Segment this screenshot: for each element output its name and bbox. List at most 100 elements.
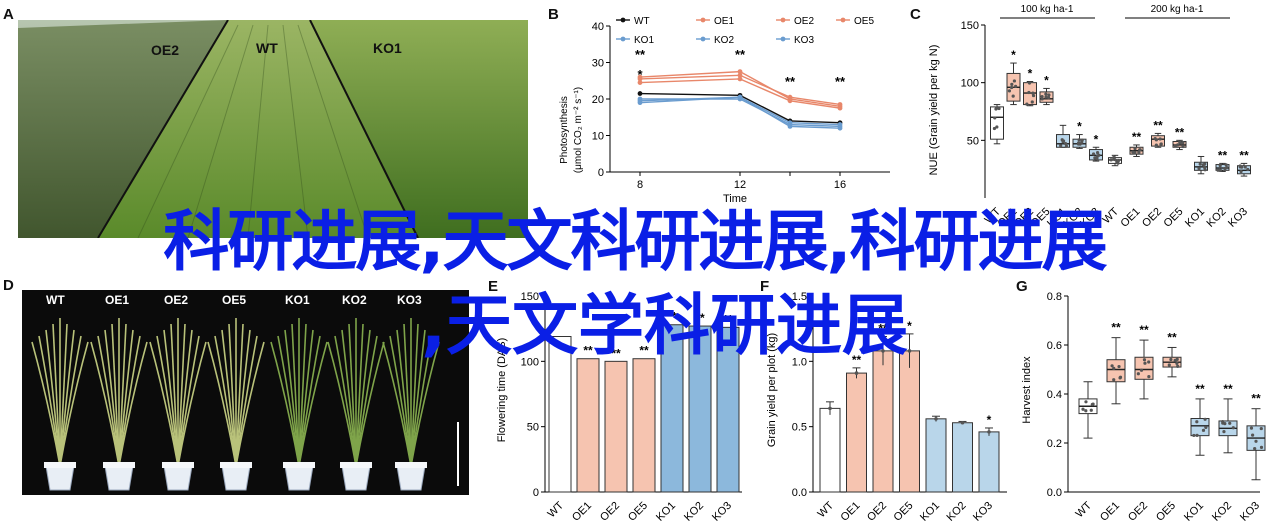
data-point [1259,426,1263,431]
legend-marker [780,36,786,42]
plant-ko1 [270,318,328,491]
panel-label-e: E [488,278,499,295]
data-point [1112,366,1116,370]
data-point [1059,144,1063,148]
box-ko2 [1215,162,1230,172]
significance-mark: ** [1223,382,1233,396]
data-point [1197,167,1201,171]
data-point [1147,375,1151,379]
photo-label-ko3: KO3 [397,293,422,307]
legend-label-ko2: KO2 [714,35,734,46]
data-point [828,406,832,411]
x-tick-label: WT [1074,499,1095,520]
box-oe5 [1162,346,1182,378]
data-point [1254,439,1258,443]
x-axis-title: Time [723,193,747,205]
potted-plants-photo: WT OE1 OE2 OE5 KO1 KO2 KO3 [22,290,469,495]
data-point [1167,363,1171,367]
box-oe2 [1134,339,1154,400]
data-point [1228,421,1232,425]
data-point [1175,357,1179,361]
significance-mark: * [1011,48,1016,62]
legend-marker [700,36,706,42]
point-oe5 [737,76,743,82]
significance-mark: ** [611,346,621,360]
box-ko3 [1237,162,1251,177]
y-tick-label: 20 [592,94,604,106]
photo-label-wt: WT [256,40,278,56]
box-ko2 [1218,398,1238,454]
data-point [1198,162,1202,166]
significance-mark: ** [1218,148,1228,162]
data-point [1030,100,1034,104]
y-tick-label: 50 [527,422,539,434]
significance-mark: * [637,67,643,82]
data-point [1081,407,1085,411]
x-tick-label: KO3 [1078,206,1102,230]
data-point [1076,142,1081,146]
y-axis-title-unit: (μmol CO₂ m⁻² s⁻¹) [573,87,584,173]
x-tick-label: OE2 [598,500,622,524]
y-tick-label: 0.2 [1047,438,1062,450]
legend-label-oe5: OE5 [854,16,874,27]
x-tick-label: 12 [734,179,746,191]
data-point [1044,92,1048,96]
field-photo: OE2 WT KO1 [18,20,528,238]
data-point [1169,357,1173,362]
data-point [1239,169,1243,174]
x-tick-label: OE1 [1098,500,1122,524]
y-tick-label: 1.0 [792,356,807,368]
point-oe5 [837,105,843,111]
x-tick-label: KO2 [1205,206,1229,230]
point-oe2 [737,69,743,75]
data-point [1203,162,1207,166]
data-point [1259,445,1264,450]
data-point [1084,409,1088,413]
data-point [1080,138,1084,142]
y-axis-title: NUE (Grain yield per kg N) [928,45,940,176]
data-point [1154,143,1158,147]
data-point [907,349,912,353]
data-point [997,106,1001,111]
x-tick-label: OE2 [1140,206,1164,230]
data-point [1137,150,1141,155]
data-point [1240,165,1244,169]
significance-mark: ** [639,344,649,358]
data-point [993,116,997,120]
box-oe5 [1039,87,1054,106]
data-point [1176,143,1180,147]
data-point [1221,419,1225,424]
box-oe2 [1023,81,1037,107]
x-tick-label: KO1 [1182,500,1206,524]
box-oe1 [1129,144,1144,157]
significance-mark: ** [695,311,705,325]
data-point [1223,422,1227,426]
significance-mark: ** [1139,323,1149,337]
data-point [1142,358,1147,362]
data-point [1204,425,1208,430]
x-tick-label: WT [546,499,567,520]
data-point [1012,79,1016,83]
bar-oe2 [604,360,628,493]
x-tick-label: KO3 [1226,206,1250,230]
x-tick-label: OE2 [865,500,889,524]
bar-ko3 [978,431,1000,493]
data-point [1201,428,1206,432]
data-point [1010,85,1014,90]
data-point [1031,91,1035,95]
chart-e-flowering: 0 50 100 150 Flowering time (DAS) ** ** ** ** ** *… [496,291,742,524]
point-oe5 [787,98,793,104]
box-wt [990,104,1004,145]
point-ko3 [637,98,643,104]
data-point [1181,141,1185,145]
point-ko3 [787,123,793,129]
data-point [1143,361,1147,365]
bar-oe5 [899,350,920,493]
data-point [995,125,999,129]
photo-label-ko2: KO2 [342,293,367,307]
plant-ko2 [327,318,385,491]
x-tick-label: 8 [637,179,643,191]
bar-wt [548,336,572,493]
